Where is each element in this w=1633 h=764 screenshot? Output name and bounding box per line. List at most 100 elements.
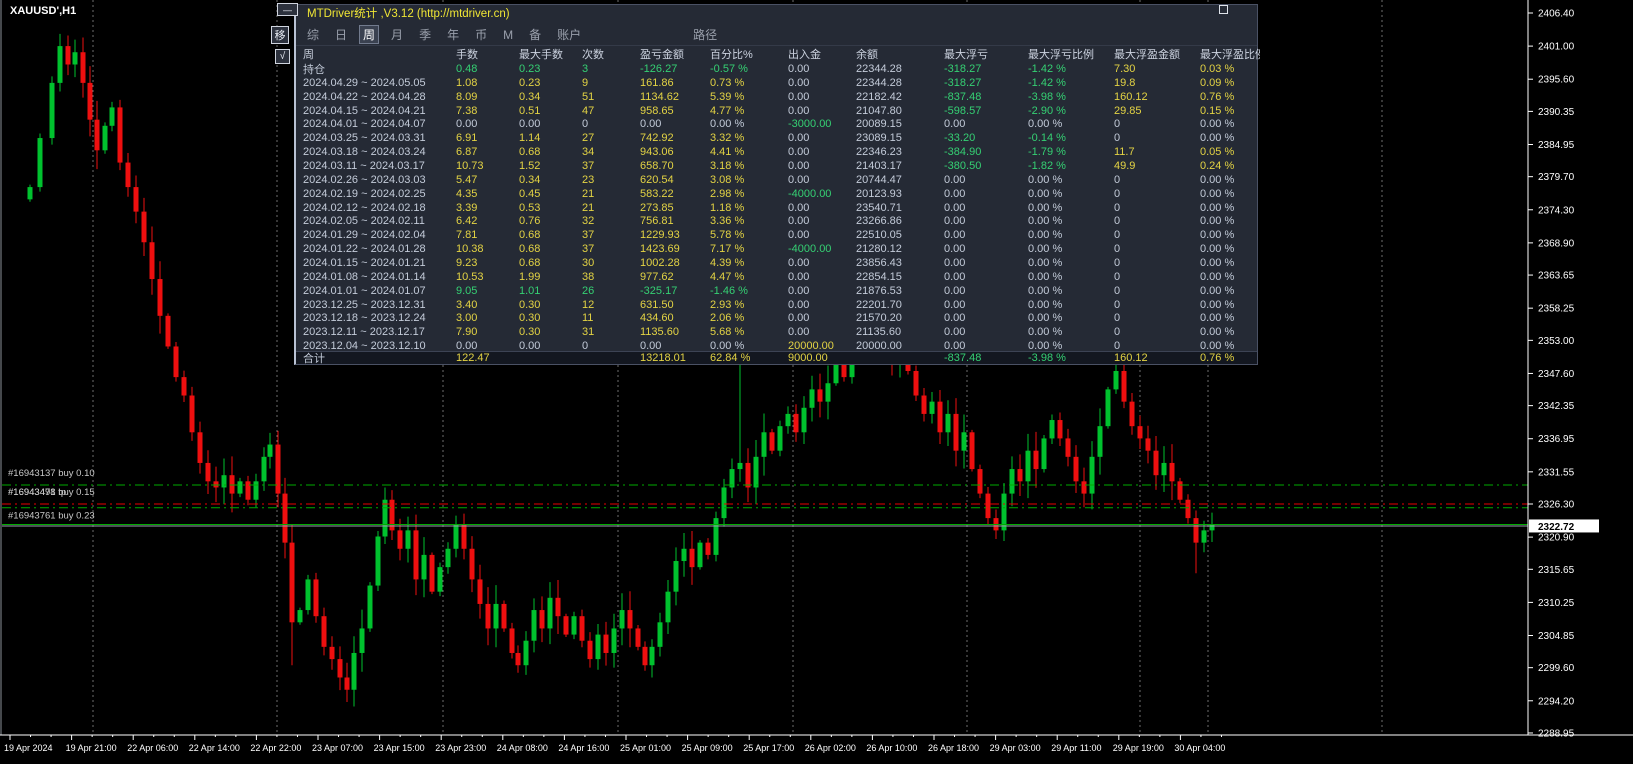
statistics-panel: MTDriver统计 ,V3.12 (http://mtdriver.cn) 综… — [294, 4, 1260, 365]
cell-value: -4000.00 — [788, 187, 832, 200]
cell-period: 2023.12.04 ~ 2023.12.10 — [303, 340, 426, 353]
cell-value: -1.79 % — [1028, 146, 1066, 159]
menu-item-年[interactable]: 年 — [447, 28, 460, 42]
cell-value: 6.42 — [456, 215, 478, 228]
cell-value: -4000.00 — [788, 243, 832, 256]
cell-period: 2024.04.15 ~ 2024.04.21 — [303, 104, 426, 117]
time-tick-label: 24 Apr 16:00 — [558, 743, 609, 753]
menu-item-月[interactable]: 月 — [391, 28, 404, 42]
table-row: 2024.03.25 ~ 2024.03.31 6.91 1.14 27 742.92 3… — [296, 131, 1257, 145]
cell-value: 0 — [1114, 270, 1121, 283]
header-cell-period: 周 — [303, 49, 314, 61]
cell-value: -598.57 — [944, 104, 982, 117]
menu-item-币[interactable]: 币 — [475, 28, 488, 42]
price-tick-label: 2379.70 — [1538, 172, 1575, 183]
cell-value: -380.50 — [944, 159, 982, 172]
menu-item-账户[interactable]: 账户 — [557, 28, 582, 42]
cell-value: 22510.05 — [856, 229, 902, 242]
table-row: 2024.04.15 ~ 2024.04.21 7.38 0.51 47 958.65 4… — [296, 104, 1257, 118]
cell-value: 1229.93 — [640, 229, 680, 242]
cell-value: 0.00 — [788, 76, 810, 89]
price-tick-label: 2358.25 — [1538, 304, 1575, 315]
cell-value: 10.73 — [456, 159, 484, 172]
minimize-button[interactable]: — — [277, 3, 298, 16]
cell-value: 19.8 — [1114, 76, 1136, 89]
cell-value: 0.00 — [456, 118, 478, 131]
cell-value: 0 — [1114, 312, 1121, 325]
cell-value: 0 — [1114, 326, 1121, 339]
total-cell-value: 9000.00 — [788, 351, 828, 364]
cell-period: 2024.02.05 ~ 2024.02.11 — [303, 215, 425, 228]
cell-value: 0.00 % — [1200, 284, 1235, 297]
cell-value: 29.85 — [1114, 104, 1142, 117]
price-tick-label: 2384.95 — [1538, 140, 1575, 151]
price-tick-label: 2288.95 — [1538, 728, 1575, 739]
cell-value: 756.81 — [640, 215, 674, 228]
header-cell-value: 最大浮亏比例 — [1028, 49, 1094, 61]
menu-item-备[interactable]: 备 — [529, 28, 542, 42]
cell-value: 0.00 % — [1028, 118, 1063, 131]
cell-value: 0.00 % — [1028, 215, 1063, 228]
table-row: 2023.12.11 ~ 2023.12.17 7.90 0.30 31 1135.60… — [296, 325, 1257, 339]
cell-value: 20089.15 — [856, 118, 902, 131]
cell-value: 0.00 — [944, 173, 966, 186]
menu-item-季[interactable]: 季 — [419, 28, 432, 42]
cell-value: 20123.93 — [856, 187, 902, 200]
table-row: 2024.02.12 ~ 2024.02.18 3.39 0.53 21 273.85 1… — [296, 201, 1257, 215]
table-body: 持仓 0.48 0.23 3 -126.27 -0.57 % 0.00 22344.28 -31… — [296, 62, 1257, 353]
cell-value: 1.18 % — [710, 201, 745, 214]
cell-value: 4.39 % — [710, 256, 745, 269]
cell-value: 1423.69 — [640, 243, 680, 256]
cell-value: 977.62 — [640, 270, 674, 283]
cell-value: 0.00 % — [1200, 215, 1235, 228]
time-tick-label: 23 Apr 07:00 — [312, 743, 363, 753]
price-tick-label: 2294.20 — [1538, 696, 1575, 707]
cell-value: 22346.23 — [856, 146, 902, 159]
cell-value: 0.00 % — [1028, 201, 1063, 214]
cell-value: 0.45 — [519, 187, 541, 200]
panel-menu: 综 日周月 季 年 币 M 备 账户 路径 — [296, 24, 1257, 46]
cell-value: 0 — [1114, 298, 1121, 311]
cell-value: 4.35 — [456, 187, 478, 200]
cell-value: -318.27 — [944, 76, 982, 89]
cell-value: 0 — [1114, 187, 1121, 200]
cell-period: 2024.03.18 ~ 2024.03.24 — [303, 146, 426, 159]
menu-item-path[interactable]: 路径 — [693, 28, 718, 42]
cell-value: 0 — [1114, 173, 1121, 186]
cell-value: 23 — [582, 173, 595, 186]
cell-value: 2.98 % — [710, 187, 745, 200]
cell-value: 0.00 — [944, 326, 966, 339]
cell-value: 7.30 — [1114, 62, 1136, 75]
total-cell-value: 0.76 % — [1200, 351, 1235, 364]
cell-value: 37 — [582, 243, 595, 256]
cell-value: 0.00 — [788, 146, 810, 159]
move-panel-button[interactable]: 移 — [271, 26, 289, 44]
cell-value: -33.20 — [944, 132, 976, 145]
cell-value: 1135.60 — [640, 326, 679, 339]
time-tick-label: 30 Apr 04:00 — [1174, 743, 1225, 753]
cell-value: 0.00 % — [1028, 256, 1063, 269]
cell-value: 0 — [1114, 340, 1121, 353]
menu-item-周[interactable]: 周 — [359, 25, 380, 44]
cell-value: 2.93 % — [710, 298, 745, 311]
cell-value: -0.14 % — [1028, 132, 1066, 145]
current-price: 2322.72 — [1529, 519, 1599, 533]
cell-value: 0.00 — [788, 256, 810, 269]
cell-value: 7.17 % — [710, 243, 745, 256]
menu-item-综[interactable]: 综 — [307, 28, 320, 42]
header-cell-value: 次数 — [582, 49, 604, 61]
cell-value: 0 — [1114, 215, 1121, 228]
cell-value: 0.00 — [944, 229, 966, 242]
menu-item-M[interactable]: M — [503, 27, 514, 42]
menu-item-日[interactable]: 日 — [335, 28, 348, 42]
trade-lines: #16943137 buy 0.10 #16943478 tp#16943491 … — [2, 468, 1528, 527]
cell-value: 7.90 — [456, 326, 478, 339]
total-cell-value: -3.98 % — [1028, 351, 1066, 364]
check-toggle-button[interactable]: √ — [275, 49, 290, 64]
price-tick-label: 2336.95 — [1538, 434, 1575, 445]
cell-value: 0.00 — [519, 340, 541, 353]
table-total-row: 合计 122.47 13218.01 62.84 % 9000.00 -837.48 -3.… — [296, 350, 1257, 365]
cell-value: 22201.70 — [856, 298, 902, 311]
panel-title: MTDriver统计 ,V3.12 (http://mtdriver.cn) — [307, 8, 510, 20]
cell-value: 12 — [582, 298, 595, 311]
